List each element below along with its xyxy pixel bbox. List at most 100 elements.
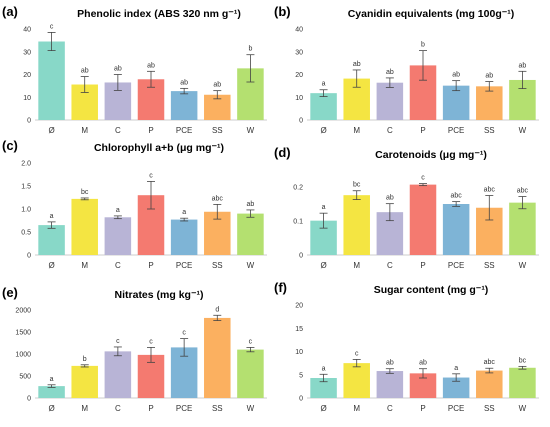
significance-label: a: [322, 81, 326, 88]
panel-letter: (f): [274, 280, 287, 295]
category-label: W: [519, 404, 527, 413]
significance-label: bc: [353, 182, 361, 189]
y-tick-label: 20: [23, 72, 31, 79]
chart-panel: (f) Sugar content (mg g⁻¹) 0 5 10 15 20 a Øc Mab C…: [274, 280, 539, 413]
bar: [204, 317, 231, 398]
category-label: M: [353, 404, 360, 413]
bar: [509, 367, 536, 398]
panel-letter: (a): [2, 4, 18, 19]
significance-label: ab: [452, 72, 460, 79]
bar: [409, 184, 437, 255]
bar: [509, 202, 536, 255]
y-tick-label: 30: [23, 49, 31, 56]
category-label: PCE: [448, 126, 464, 135]
bar: [71, 198, 98, 255]
y-tick-label: 500: [19, 374, 31, 381]
y-tick-label: 5: [299, 372, 303, 379]
significance-label: ab: [485, 73, 493, 80]
y-tick-label: 0: [299, 396, 303, 403]
chart-title: Nitrates (mg kg⁻¹): [115, 289, 204, 301]
category-label: C: [115, 404, 121, 413]
y-tick-label: 15: [295, 326, 303, 333]
bar: [376, 371, 404, 398]
significance-label: bc: [81, 189, 89, 196]
chart-panel: (b) Cyanidin equivalents (mg 100g⁻¹) 0 10 20…: [274, 4, 539, 135]
category-label: Ø: [48, 261, 54, 270]
bar: [38, 386, 65, 398]
significance-label: bc: [519, 357, 527, 364]
significance-label: a: [116, 207, 120, 214]
y-tick-label: 1.0: [21, 207, 31, 214]
significance-label: a: [182, 209, 186, 216]
bar: [442, 204, 470, 255]
bar: [376, 82, 404, 120]
chart-title: Cyanidin equivalents (mg 100g⁻¹): [348, 8, 515, 20]
y-tick-label: 40: [295, 27, 303, 34]
chart-title: Chlorophyll a+b (μg mg⁻¹): [94, 142, 224, 154]
panel-letter: (e): [2, 285, 18, 300]
y-tick-label: 0: [27, 253, 31, 260]
category-label: M: [81, 261, 88, 270]
significance-label: ab: [353, 61, 361, 68]
y-tick-label: 10: [295, 95, 303, 102]
y-tick-label: 20: [295, 303, 303, 310]
significance-label: ab: [519, 62, 527, 69]
significance-label: c: [249, 338, 253, 345]
category-label: W: [247, 261, 255, 270]
y-tick-label: 40: [23, 27, 31, 34]
bar: [343, 195, 370, 255]
chart-panel: (a) Phenolic index (ABS 320 nm g⁻¹) 0 10 20 3…: [2, 4, 267, 135]
significance-label: a: [322, 365, 326, 372]
significance-label: ab: [386, 69, 394, 76]
category-label: C: [387, 126, 393, 135]
category-label: P: [148, 261, 153, 270]
significance-label: ab: [213, 82, 221, 89]
bar: [442, 377, 470, 398]
y-tick-label: 0.5: [21, 230, 31, 237]
panel-letter: (c): [2, 138, 18, 153]
y-tick-label: 20: [295, 72, 303, 79]
category-label: Ø: [48, 126, 54, 135]
chart-title: Carotenoids (μg mg⁻¹): [375, 149, 487, 161]
significance-label: abc: [212, 195, 224, 202]
significance-label: ab: [147, 62, 155, 69]
significance-label: ab: [386, 360, 394, 367]
chart-panel: (d) Carotenoids (μg mg⁻¹) 0 0.1 0.2 a Øbc Mab Cc…: [274, 145, 539, 270]
category-label: Ø: [320, 126, 326, 135]
category-label: W: [247, 404, 255, 413]
y-tick-label: 0.2: [293, 185, 303, 192]
category-label: SS: [484, 404, 495, 413]
category-label: PCE: [176, 126, 192, 135]
bar: [343, 363, 370, 398]
significance-label: c: [149, 172, 153, 179]
significance-label: c: [182, 330, 186, 337]
chart-panel: (e) Nitrates (mg kg⁻¹) 0 500 1000 1500 2000 a Øb…: [2, 285, 267, 413]
y-tick-label: 10: [295, 349, 303, 356]
category-label: PCE: [448, 261, 464, 270]
category-label: M: [353, 126, 360, 135]
bar: [104, 217, 132, 255]
significance-label: c: [421, 175, 425, 182]
significance-label: ab: [81, 68, 89, 75]
chart-title: Phenolic index (ABS 320 nm g⁻¹): [77, 8, 241, 20]
bar: [476, 86, 503, 120]
category-label: C: [387, 261, 393, 270]
category-label: C: [387, 404, 393, 413]
category-label: P: [420, 404, 425, 413]
y-tick-label: 0.1: [293, 219, 303, 226]
bar: [310, 93, 337, 120]
bar: [237, 349, 264, 398]
significance-label: a: [322, 204, 326, 211]
panel-letter: (d): [274, 145, 291, 160]
bar: [38, 41, 65, 121]
category-label: PCE: [448, 404, 464, 413]
bar: [310, 378, 337, 398]
bar: [38, 225, 65, 255]
significance-label: b: [248, 46, 252, 53]
y-tick-label: 1500: [15, 330, 31, 337]
category-label: M: [81, 126, 88, 135]
significance-label: ab: [247, 201, 255, 208]
y-tick-label: 30: [295, 49, 303, 56]
category-label: SS: [484, 126, 495, 135]
